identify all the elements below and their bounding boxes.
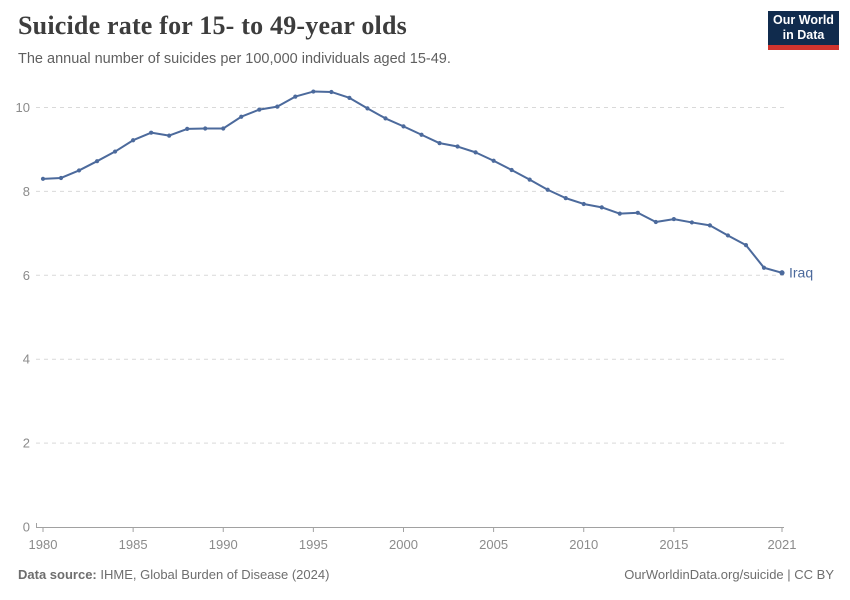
- data-point: [365, 106, 370, 111]
- data-point: [491, 158, 496, 163]
- data-point: [509, 167, 514, 173]
- page-title: Suicide rate for 15- to 49-year olds: [18, 11, 407, 40]
- data-point: [311, 89, 316, 94]
- data-point: [275, 104, 280, 109]
- data-point: [545, 187, 550, 192]
- data-point: [653, 219, 658, 225]
- data-point: [401, 124, 406, 129]
- data-point: [185, 126, 190, 131]
- data-source-label: Data source:: [18, 567, 97, 582]
- x-tick-label: 1990: [209, 537, 238, 552]
- data-point: [76, 168, 82, 173]
- x-tick-label: 2021: [768, 537, 797, 552]
- data-point: [581, 201, 586, 207]
- data-point: [167, 133, 172, 138]
- y-tick-label: 0: [23, 520, 30, 535]
- x-tick-label: 1995: [299, 537, 328, 552]
- y-tick-label: 6: [23, 268, 30, 283]
- owid-logo-line1: Our World: [773, 13, 834, 27]
- data-point: [239, 114, 244, 119]
- x-tick-label: 1985: [119, 537, 148, 552]
- x-tick-label: 2000: [389, 537, 418, 552]
- data-point: [419, 132, 424, 137]
- data-point: [635, 210, 640, 215]
- x-tick-label: 2015: [659, 537, 688, 552]
- y-tick-label: 8: [23, 184, 30, 199]
- data-point: [725, 233, 731, 238]
- y-tick-label: 4: [23, 352, 30, 367]
- x-tick-label: 2005: [479, 537, 508, 552]
- data-point: [599, 205, 604, 210]
- x-tick-label: 1980: [29, 537, 58, 552]
- data-point: [329, 89, 334, 95]
- data-point: [563, 196, 568, 201]
- data-point: [437, 141, 442, 146]
- data-point: [58, 175, 64, 181]
- data-point: [527, 177, 532, 182]
- data-point: [689, 220, 694, 225]
- data-point: [112, 149, 118, 154]
- data-source-text: IHME, Global Burden of Disease (2024): [96, 567, 330, 582]
- y-tick-label: 2: [23, 436, 30, 451]
- data-point: [743, 242, 749, 248]
- data-point: [131, 138, 136, 143]
- data-point: [455, 144, 460, 149]
- data-source: Data source: IHME, Global Burden of Dise…: [18, 567, 329, 582]
- data-point: [94, 159, 100, 164]
- data-point: [707, 223, 713, 228]
- data-point: [473, 150, 478, 155]
- data-point: [347, 95, 352, 100]
- data-point: [383, 116, 388, 121]
- footer: Data source: IHME, Global Burden of Dise…: [0, 567, 850, 582]
- page-subtitle: The annual number of suicides per 100,00…: [18, 51, 451, 67]
- data-point: [203, 126, 208, 131]
- data-point: [149, 130, 154, 135]
- data-point: [617, 211, 622, 216]
- series-line-iraq: [42, 90, 783, 274]
- data-point: [671, 216, 676, 222]
- data-point: [221, 126, 226, 131]
- y-tick-label: 10: [16, 100, 30, 115]
- owid-logo-line2: in Data: [782, 28, 825, 42]
- x-tick-label: 2010: [569, 537, 598, 552]
- owid-url[interactable]: OurWorldinData.org/suicide | CC BY: [624, 567, 834, 582]
- owid-logo[interactable]: Our World in Data: [768, 11, 839, 50]
- data-point: [257, 107, 262, 112]
- data-point: [293, 94, 298, 99]
- data-point: [761, 265, 767, 270]
- data-point: [40, 176, 46, 181]
- series-end-label[interactable]: Iraq: [789, 264, 813, 280]
- data-point: [779, 270, 785, 276]
